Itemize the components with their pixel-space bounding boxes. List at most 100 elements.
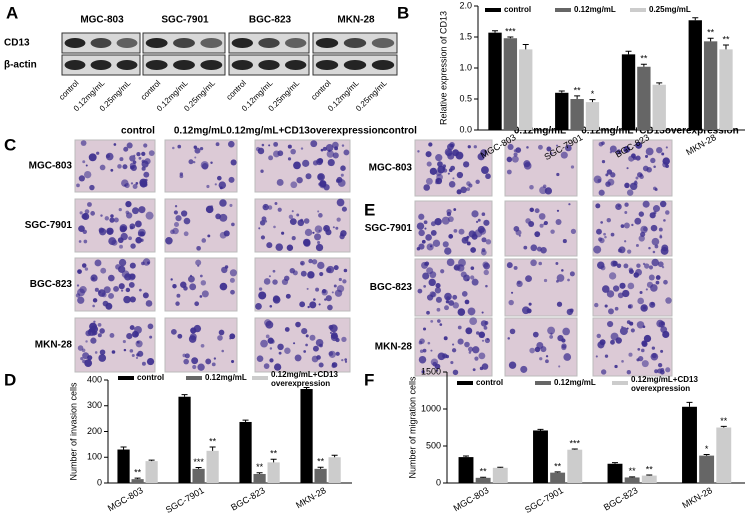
stain-spot bbox=[89, 184, 95, 191]
stain-spot bbox=[507, 337, 510, 340]
stain-spot bbox=[460, 271, 467, 278]
stain-spot bbox=[538, 261, 543, 266]
stain-spot bbox=[273, 363, 282, 371]
stain-spot bbox=[628, 303, 634, 309]
stain-spot bbox=[257, 147, 265, 155]
stain-spot bbox=[650, 224, 658, 232]
legend-swatch bbox=[612, 381, 628, 385]
stain-spot bbox=[636, 321, 645, 329]
stain-spot bbox=[529, 347, 535, 354]
bar bbox=[716, 427, 732, 483]
stain-spot bbox=[599, 339, 606, 346]
stain-spot bbox=[635, 141, 643, 149]
stain-spot bbox=[319, 271, 324, 277]
stain-spot bbox=[188, 275, 195, 283]
stain-spot bbox=[662, 330, 670, 339]
stain-spot bbox=[561, 269, 564, 272]
stain-spot bbox=[424, 261, 430, 266]
stain-spot bbox=[432, 239, 441, 247]
stain-spot bbox=[569, 271, 575, 277]
stain-spot bbox=[516, 280, 523, 288]
error-bar bbox=[571, 448, 578, 450]
stain-spot bbox=[444, 305, 449, 311]
bar bbox=[641, 475, 657, 483]
stain-spot bbox=[619, 282, 626, 289]
stain-spot bbox=[556, 274, 565, 282]
stain-spot bbox=[260, 235, 266, 240]
significance-mark: ** bbox=[646, 464, 654, 474]
stain-spot bbox=[549, 335, 554, 339]
blot-band bbox=[90, 38, 112, 48]
stain-spot bbox=[131, 353, 135, 357]
stain-spot bbox=[482, 261, 489, 268]
stain-spot bbox=[644, 154, 649, 158]
stain-spot bbox=[264, 319, 272, 327]
stain-spot bbox=[610, 232, 615, 237]
stain-spot bbox=[85, 340, 88, 343]
stain-spot bbox=[451, 348, 457, 353]
stain-spot bbox=[100, 267, 107, 274]
stain-spot bbox=[144, 158, 151, 165]
bar bbox=[328, 457, 341, 483]
legend-swatch bbox=[535, 381, 551, 385]
stain-spot bbox=[437, 352, 446, 361]
stain-spot bbox=[119, 157, 124, 162]
stain-spot bbox=[291, 236, 296, 241]
stain-spot bbox=[122, 339, 126, 344]
stain-spot bbox=[277, 343, 284, 351]
stain-spot bbox=[604, 235, 607, 239]
stain-spot bbox=[274, 202, 278, 205]
error-bar bbox=[707, 37, 714, 42]
stain-spot bbox=[140, 238, 144, 242]
significance-mark: ** bbox=[209, 436, 217, 446]
stain-spot bbox=[312, 231, 315, 234]
bar bbox=[267, 462, 280, 483]
bar bbox=[475, 477, 491, 483]
stain-spot bbox=[637, 297, 644, 305]
stain-spot bbox=[118, 258, 127, 267]
stain-spot bbox=[81, 348, 86, 353]
stain-spot bbox=[291, 210, 294, 213]
stain-spot bbox=[264, 205, 267, 208]
stain-spot bbox=[425, 177, 433, 185]
stain-spot bbox=[132, 184, 138, 189]
stain-spot bbox=[472, 368, 476, 372]
stain-spot bbox=[327, 158, 335, 167]
stain-spot bbox=[267, 205, 273, 210]
stain-spot bbox=[534, 231, 541, 238]
cell-line-label: BGC-823 bbox=[249, 15, 292, 26]
stain-spot bbox=[261, 216, 267, 222]
stain-spot bbox=[78, 175, 85, 182]
stain-spot bbox=[426, 243, 434, 251]
stain-spot bbox=[631, 223, 634, 227]
stain-spot bbox=[597, 178, 602, 183]
stain-spot bbox=[84, 209, 90, 214]
stain-spot bbox=[313, 298, 316, 301]
y-tick-label: 1000 bbox=[421, 403, 441, 413]
stain-spot bbox=[136, 340, 139, 344]
column-header: 0.12mg/mL bbox=[174, 126, 226, 137]
stain-spot bbox=[610, 339, 615, 345]
stain-spot bbox=[483, 219, 490, 226]
stain-spot bbox=[600, 221, 603, 224]
stain-spot bbox=[76, 284, 80, 287]
stain-spot bbox=[302, 159, 310, 167]
stain-spot bbox=[452, 343, 455, 346]
stain-spot bbox=[341, 336, 347, 343]
stain-spot bbox=[224, 265, 229, 269]
stain-spot bbox=[603, 232, 606, 236]
y-tick-label: 500 bbox=[426, 440, 441, 450]
column-header: control bbox=[383, 126, 417, 137]
stain-spot bbox=[134, 326, 142, 334]
stain-spot bbox=[307, 271, 315, 279]
stain-spot bbox=[613, 285, 620, 292]
bar bbox=[253, 473, 266, 483]
stain-spot bbox=[108, 237, 117, 246]
stain-spot bbox=[330, 332, 338, 340]
stain-spot bbox=[518, 234, 521, 237]
stain-spot bbox=[650, 302, 655, 306]
bar bbox=[585, 102, 600, 130]
blot-band bbox=[371, 38, 395, 48]
stain-spot bbox=[183, 358, 189, 365]
stain-spot bbox=[309, 301, 317, 309]
